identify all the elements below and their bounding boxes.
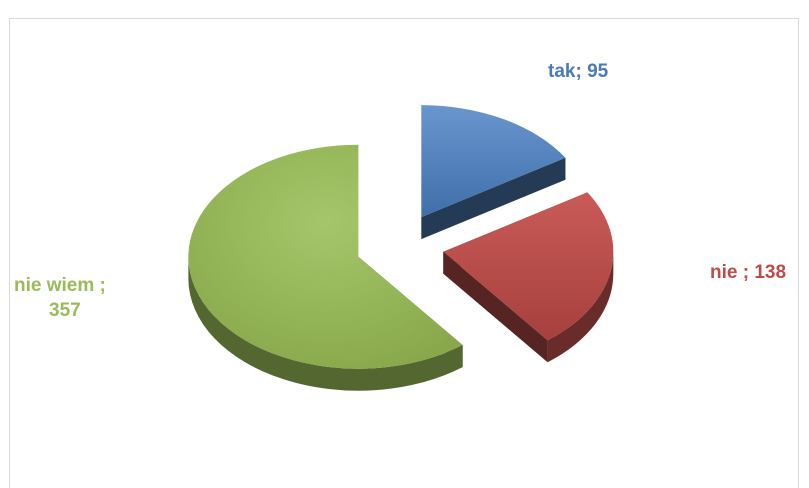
chart-frame bbox=[9, 18, 799, 488]
data-label-nie-wiem: nie wiem ; bbox=[14, 275, 106, 296]
slice-tak bbox=[421, 105, 566, 218]
data-label-nie: nie ; 138 bbox=[710, 262, 786, 283]
data-label-tak: tak; 95 bbox=[548, 61, 609, 82]
slice-end-wall-tak bbox=[421, 157, 566, 240]
data-label-nie-wiem-value: 357 bbox=[49, 300, 81, 321]
slice-end-wall-nie bbox=[443, 251, 548, 363]
slice-outer-wall-nie bbox=[547, 251, 614, 363]
slice-nie bbox=[443, 192, 614, 341]
slice-outer-wall-nie-wiem bbox=[188, 256, 463, 391]
slice-nie-wiem bbox=[188, 144, 463, 369]
